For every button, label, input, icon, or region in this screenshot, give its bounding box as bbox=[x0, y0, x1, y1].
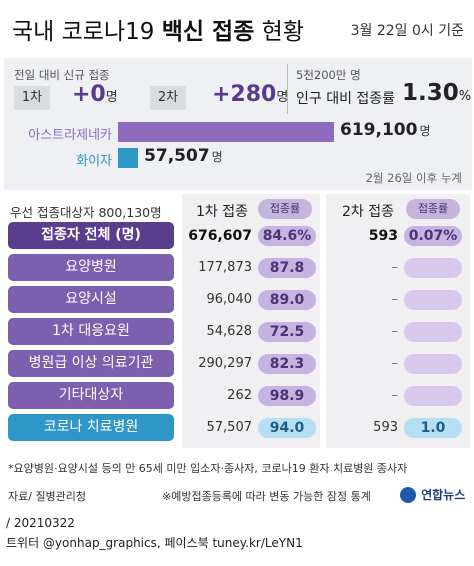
col2-rate-header: 접종률 bbox=[406, 199, 460, 219]
dose2-rate bbox=[404, 258, 462, 278]
summary-panel: 전일 대비 신규 접종 1차 +0명 2차 +280명 5천200만 명 인구 … bbox=[4, 58, 472, 190]
yonhap-logo: 연합뉴스 bbox=[400, 484, 465, 503]
dose2-count: – bbox=[391, 292, 399, 307]
vaccine-label: 화이자 bbox=[76, 154, 112, 169]
dose2-new-value: +280명 bbox=[212, 82, 288, 107]
dose2-count: – bbox=[391, 324, 399, 339]
col1-header: 1차 접종 bbox=[196, 204, 248, 220]
source-label: 자료/ 질병관리청 bbox=[8, 490, 87, 503]
new-doses-caption: 전일 대비 신규 접종 bbox=[14, 68, 110, 82]
vaccine-unit: 명 bbox=[419, 124, 431, 138]
dose1-rate: 82.3 bbox=[258, 354, 316, 374]
logo-text: 연합뉴스 bbox=[421, 488, 466, 502]
dose2-count: – bbox=[391, 388, 399, 403]
category-label: 요양시설 bbox=[8, 286, 174, 313]
vaccine-number: 57,507 bbox=[144, 146, 210, 166]
id-line: / 20210322 bbox=[6, 516, 75, 530]
col2-header: 2차 접종 bbox=[342, 204, 394, 220]
header: 국내 코로나19 백신 접종 현황 3월 22일 0시 기준 bbox=[0, 0, 474, 58]
category-label: 코로나 치료병원 bbox=[8, 414, 174, 441]
unit: 명 bbox=[105, 90, 118, 105]
table-rows: 접종자 전체 (명) 676,607 84.6% 593 0.07% 요양병원 177,87… bbox=[4, 222, 472, 452]
disclaimer: ※예방접종등록에 따라 변동 가능한 잠정 통계 bbox=[162, 490, 371, 503]
dose1-rate: 72.5 bbox=[258, 322, 316, 342]
title-prefix: 국내 코로나19 bbox=[12, 19, 162, 45]
vaccine-value: 619,100 명 bbox=[340, 120, 430, 140]
rate-caption: 5천200만 명 bbox=[296, 68, 361, 82]
dose2-rate bbox=[404, 386, 462, 406]
dose1-badge: 1차 bbox=[14, 86, 50, 110]
social-line: 트위터 @yonhap_graphics, 페이스북 tuney.kr/LeYN… bbox=[6, 536, 303, 550]
page-title: 국내 코로나19 백신 접종 현황 bbox=[12, 12, 304, 46]
dose2-rate bbox=[404, 354, 462, 374]
title-suffix: 현황 bbox=[254, 19, 304, 45]
logo-icon bbox=[400, 486, 416, 503]
category-label: 1차 대응요원 bbox=[8, 318, 174, 345]
category-label: 접종자 전체 (명) bbox=[8, 222, 174, 249]
dose1-count: 676,607 bbox=[188, 228, 252, 244]
dose2-count: – bbox=[391, 260, 399, 275]
dose1-rate: 87.8 bbox=[258, 258, 316, 278]
category-label: 요양병원 bbox=[8, 254, 174, 281]
priority-table: 우선 접종대상자 800,130명 1차 접종 접종률 2차 접종 접종률 접종… bbox=[4, 192, 472, 457]
priority-caption: 우선 접종대상자 800,130명 bbox=[10, 205, 162, 220]
vaccine-number: 619,100 bbox=[340, 120, 418, 140]
rate-value: 1.30% bbox=[402, 80, 471, 106]
rate-label: 인구 대비 접종률 bbox=[296, 91, 396, 107]
vaccine-bar bbox=[118, 122, 334, 142]
vaccine-note: 2월 26일 이후 누계 bbox=[365, 171, 462, 185]
dose1-count: 262 bbox=[227, 388, 252, 403]
category-label: 기타대상자 bbox=[8, 382, 174, 409]
vaccine-unit: 명 bbox=[211, 150, 223, 164]
dose2-count: 593 bbox=[368, 228, 398, 244]
dose1-rate: 94.0 bbox=[258, 418, 316, 438]
dose1-rate: 98.9 bbox=[258, 386, 316, 406]
category-label: 병원급 이상 의료기관 bbox=[8, 350, 174, 377]
rate-unit: % bbox=[458, 89, 472, 104]
dose2-rate bbox=[404, 322, 462, 342]
dose2-count: 593 bbox=[373, 420, 398, 435]
dose1-count: 54,628 bbox=[206, 324, 253, 339]
dose1-new-value: +0명 bbox=[72, 82, 118, 107]
vaccine-value: 57,507 명 bbox=[144, 146, 223, 166]
vaccine-bar bbox=[118, 148, 139, 168]
unit: 명 bbox=[276, 90, 289, 105]
divider bbox=[287, 64, 288, 114]
vaccine-label: 아스트라제네카 bbox=[28, 128, 112, 143]
footnote: *요양병원·요양시설 등의 만 65세 미만 입소자·종사자, 코로나19 환자… bbox=[8, 462, 408, 475]
dose2-count: – bbox=[391, 356, 399, 371]
dose1-count: 177,873 bbox=[198, 260, 252, 275]
title-bold: 백신 접종 bbox=[161, 19, 255, 45]
dose1-rate: 89.0 bbox=[258, 290, 316, 310]
dose2-badge: 2차 bbox=[150, 86, 186, 110]
rate-number: 1.30 bbox=[402, 80, 459, 106]
dose2-rate bbox=[404, 290, 462, 310]
dose2-rate: 1.0 bbox=[404, 418, 462, 438]
dose2-value: +280 bbox=[212, 82, 277, 107]
dose1-count: 57,507 bbox=[206, 420, 253, 435]
vaccine-chart: 아스트라제네카 619,100 명 화이자 57,507 명 bbox=[4, 118, 472, 173]
col1-rate-header: 접종률 bbox=[258, 199, 312, 219]
dose1-count: 96,040 bbox=[206, 292, 253, 307]
dose1-rate: 84.6% bbox=[258, 226, 316, 246]
dose2-rate: 0.07% bbox=[404, 226, 462, 246]
dose1-count: 290,297 bbox=[198, 356, 252, 371]
dose1-value: +0 bbox=[72, 82, 106, 107]
date-label: 3월 22일 0시 기준 bbox=[350, 23, 464, 39]
